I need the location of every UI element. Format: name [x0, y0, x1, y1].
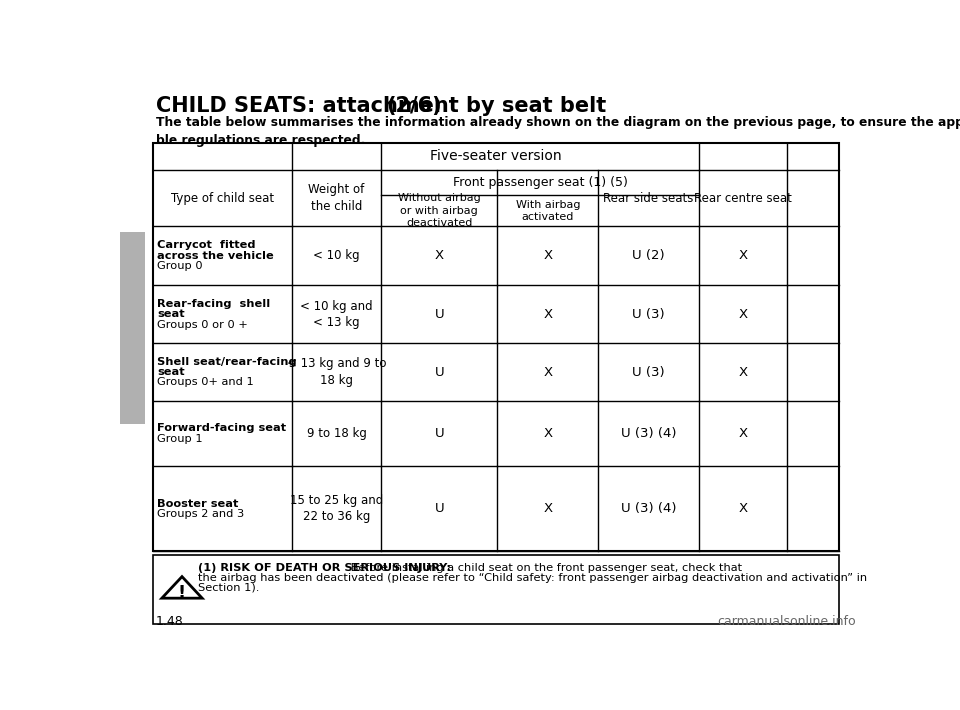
Text: Carrycot  fitted: Carrycot fitted: [157, 241, 255, 251]
Text: X: X: [543, 249, 552, 262]
Text: Group 0: Group 0: [157, 261, 203, 271]
Text: Before installing a child seat on the front passenger seat, check that: Before installing a child seat on the fr…: [347, 562, 742, 572]
Text: Without airbag
or with airbag
deactivated: Without airbag or with airbag deactivate…: [398, 193, 481, 228]
Text: (2/6): (2/6): [387, 96, 443, 116]
Text: U (3): U (3): [633, 307, 665, 321]
Text: carmanualsonline.info: carmanualsonline.info: [718, 615, 856, 628]
Text: Rear centre seat: Rear centre seat: [694, 192, 792, 204]
Text: CHILD SEATS: attachment by seat belt: CHILD SEATS: attachment by seat belt: [156, 96, 613, 116]
Text: U (3) (4): U (3) (4): [621, 502, 676, 515]
Text: X: X: [435, 249, 444, 262]
Text: 1.48: 1.48: [156, 615, 183, 628]
Text: Shell seat/rear-facing: Shell seat/rear-facing: [157, 356, 297, 366]
Text: U (2): U (2): [633, 249, 665, 262]
Text: Five-seater version: Five-seater version: [430, 149, 562, 163]
Text: < 10 kg: < 10 kg: [313, 249, 360, 262]
Text: !: !: [178, 584, 186, 601]
Text: the airbag has been deactivated (please refer to “Child safety: front passenger : the airbag has been deactivated (please …: [198, 572, 867, 583]
Text: The table below summarises the information already shown on the diagram on the p: The table below summarises the informati…: [156, 116, 960, 147]
Text: U (3): U (3): [633, 366, 665, 378]
Text: X: X: [543, 502, 552, 515]
Text: < 13 kg and 9 to
18 kg: < 13 kg and 9 to 18 kg: [287, 357, 386, 387]
Text: Booster seat: Booster seat: [157, 498, 239, 508]
Text: U: U: [435, 307, 444, 321]
Text: seat: seat: [157, 367, 185, 377]
Text: X: X: [738, 307, 748, 321]
Text: X: X: [738, 502, 748, 515]
Bar: [153, 143, 839, 551]
Text: 9 to 18 kg: 9 to 18 kg: [306, 427, 367, 440]
Text: X: X: [738, 249, 748, 262]
Bar: [153, 555, 839, 624]
Text: Groups 0 or 0 +: Groups 0 or 0 +: [157, 320, 248, 329]
Text: (1) RISK OF DEATH OR SERIOUS INJURY:: (1) RISK OF DEATH OR SERIOUS INJURY:: [198, 562, 450, 572]
Text: X: X: [738, 427, 748, 440]
Text: Section 1).: Section 1).: [198, 583, 259, 593]
Text: With airbag
activated: With airbag activated: [516, 200, 580, 222]
Text: Groups 2 and 3: Groups 2 and 3: [157, 509, 245, 519]
Text: < 10 kg and
< 13 kg: < 10 kg and < 13 kg: [300, 300, 372, 329]
Text: U: U: [435, 427, 444, 440]
Text: U: U: [435, 366, 444, 378]
Text: X: X: [738, 366, 748, 378]
Text: Group 1: Group 1: [157, 434, 203, 444]
Text: Rear-facing  shell: Rear-facing shell: [157, 299, 271, 309]
Text: Rear side seats: Rear side seats: [604, 192, 694, 204]
Text: X: X: [543, 427, 552, 440]
Text: X: X: [543, 307, 552, 321]
Text: U: U: [435, 502, 444, 515]
Bar: [120, 231, 145, 424]
Text: Groups 0+ and 1: Groups 0+ and 1: [157, 378, 254, 388]
Text: Weight of
the child: Weight of the child: [308, 183, 365, 213]
Text: Front passenger seat (1) (5): Front passenger seat (1) (5): [452, 176, 628, 189]
Polygon shape: [162, 577, 203, 598]
Text: U (3) (4): U (3) (4): [621, 427, 676, 440]
Text: Forward-facing seat: Forward-facing seat: [157, 423, 286, 433]
Text: seat: seat: [157, 310, 185, 320]
Text: X: X: [543, 366, 552, 378]
Text: Type of child seat: Type of child seat: [171, 192, 274, 204]
Text: 15 to 25 kg and
22 to 36 kg: 15 to 25 kg and 22 to 36 kg: [290, 494, 383, 523]
Text: across the vehicle: across the vehicle: [157, 251, 274, 261]
